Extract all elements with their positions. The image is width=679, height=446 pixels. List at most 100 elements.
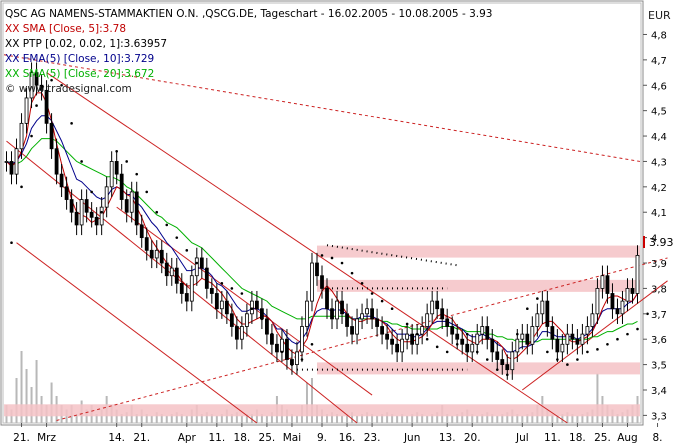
price-body	[224, 300, 229, 315]
volume-bar	[411, 414, 414, 423]
price-body	[209, 288, 214, 294]
x-tick-label: 11.	[544, 432, 561, 444]
ptp-dot	[626, 332, 629, 336]
volume-bar	[616, 414, 619, 423]
ptp-dot	[35, 104, 38, 107]
volume-bar	[50, 382, 53, 423]
ptp-dot	[310, 342, 314, 346]
ptp-dot	[60, 83, 63, 87]
price-body	[555, 338, 560, 353]
price-body	[635, 254, 640, 294]
ptp-dot	[360, 282, 364, 285]
y-tick-label: 3,3	[651, 411, 667, 422]
channel-line	[16, 242, 258, 424]
volume-bar	[20, 351, 23, 423]
price-body	[310, 262, 314, 302]
price-body	[244, 313, 249, 327]
volume-bar	[556, 415, 559, 423]
ptp-dot	[435, 345, 439, 349]
price-body	[440, 308, 445, 320]
price-body	[9, 161, 14, 175]
price-body	[470, 343, 475, 353]
volume-bar	[406, 415, 409, 423]
y-tick-label: 3,7	[651, 310, 667, 321]
price-body	[199, 257, 204, 269]
price-body	[285, 338, 289, 360]
ptp-dot	[100, 210, 103, 214]
legend-entry-sma20: XX SMA(5) [Close, 20]:3.672	[5, 68, 154, 80]
price-body	[340, 300, 344, 315]
volume-bar	[155, 412, 158, 423]
price-body	[545, 300, 550, 327]
price-body	[375, 318, 379, 327]
last-price-label: 3.93	[649, 236, 674, 249]
x-tick-label: 25.	[259, 432, 276, 444]
price-body	[575, 338, 580, 345]
volume-bar	[341, 415, 344, 423]
price-body	[59, 173, 64, 188]
y-tick-label: 4,5	[651, 107, 667, 118]
price-body	[565, 333, 570, 345]
volume-bar	[25, 369, 28, 423]
ptp-dot	[155, 210, 159, 214]
price-body	[204, 267, 209, 289]
watermark: © www.tradesignal.com	[5, 83, 132, 95]
volume-bar	[295, 415, 298, 423]
price-body	[625, 288, 630, 302]
volume-bar	[401, 414, 404, 423]
ptp-dot	[135, 172, 139, 176]
price-body	[515, 338, 520, 353]
volume-bar	[436, 412, 439, 423]
x-tick-label: 23.	[364, 432, 381, 444]
x-tick-label: 13.	[439, 432, 456, 444]
y-tick-label: 4,2	[651, 183, 667, 194]
price-body	[505, 364, 510, 371]
volume-bar	[326, 414, 329, 423]
volume-bar	[250, 414, 253, 423]
x-tick-label: 21.	[133, 432, 150, 444]
volume-bar	[566, 412, 569, 423]
volume-bar	[165, 415, 168, 423]
legend: QSC AG NAMENS-STAMMAKTIEN O.N. ,QSCG.DE,…	[5, 8, 492, 80]
price-body	[425, 313, 430, 327]
volume-bar	[371, 414, 374, 423]
price-body	[490, 338, 495, 353]
price-body	[124, 199, 129, 213]
pivot-dotted-line	[326, 244, 458, 267]
price-body	[265, 318, 269, 335]
volume-bar	[471, 414, 474, 423]
price-body	[620, 300, 625, 315]
x-tick-label: 18.	[234, 432, 251, 444]
volume-bar	[416, 412, 419, 423]
ptp-dot	[300, 358, 304, 361]
channel-line	[46, 72, 568, 424]
volume-bar	[361, 414, 364, 423]
price-body	[520, 333, 525, 340]
price-body	[380, 326, 384, 335]
volume-bar	[531, 412, 534, 423]
x-tick-label: 16.	[339, 432, 356, 444]
price-body	[345, 313, 349, 327]
price-body	[144, 237, 149, 251]
support-resistance-band	[4, 404, 640, 417]
ptp-dot	[475, 350, 479, 354]
volume-bar	[125, 412, 128, 423]
price-body	[139, 224, 144, 239]
price-body	[260, 308, 264, 320]
ptp-dot	[125, 160, 128, 163]
y-tick-label: 4,4	[651, 132, 667, 143]
price-body	[149, 249, 154, 259]
price-body	[430, 300, 435, 315]
volume-bar	[346, 414, 349, 423]
volume-bar	[526, 414, 529, 423]
x-tick-label: 9.	[317, 432, 327, 444]
ptp-dot	[485, 358, 489, 361]
price-body	[69, 199, 74, 213]
price-body	[114, 161, 119, 175]
price-body	[184, 293, 189, 302]
price-body	[119, 173, 124, 200]
x-tick-label: 8.	[653, 432, 663, 444]
price-body	[315, 262, 319, 277]
x-tick-label: 18.	[569, 432, 586, 444]
